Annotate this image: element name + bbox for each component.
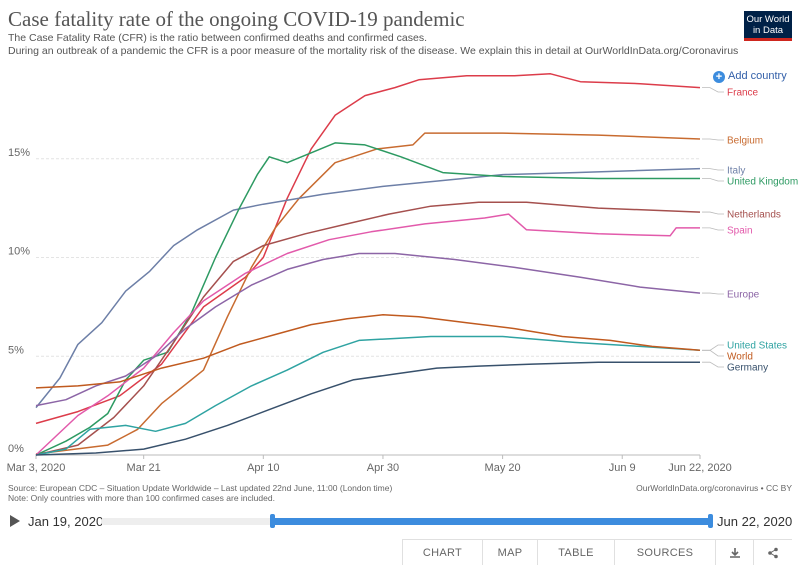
footer-notes: Source: European CDC – Situation Update … [8, 483, 392, 503]
subtitle-line-2: During an outbreak of a pandemic the CFR… [8, 45, 739, 57]
tab-chart[interactable]: CHART [402, 540, 482, 565]
tab-map[interactable]: MAP [482, 540, 537, 565]
timeline[interactable]: Jan 19, 2020 Jun 22, 2020 [0, 508, 800, 534]
tab-table[interactable]: TABLE [537, 540, 614, 565]
label-connector [702, 178, 724, 182]
series-line [35, 132, 701, 455]
x-tick-label: Mar 3, 2020 [7, 462, 66, 474]
logo-line-1: Our World [746, 14, 790, 25]
logo-red-bar [744, 38, 792, 41]
timeline-end-label: Jun 22, 2020 [717, 514, 793, 529]
x-tick-label: Apr 10 [247, 462, 279, 474]
owid-logo[interactable]: Our World in Data [744, 11, 792, 41]
series-line [35, 142, 700, 456]
series-label: Spain [727, 226, 753, 237]
series-line [35, 167, 701, 409]
timeline-end-handle[interactable] [708, 514, 713, 528]
label-connector [702, 292, 724, 295]
download-icon[interactable] [715, 540, 753, 565]
view-tabs: CHART MAP TABLE SOURCES [402, 539, 792, 565]
play-icon[interactable] [10, 515, 20, 527]
timeline-start-handle[interactable] [270, 514, 275, 528]
label-connector [702, 349, 724, 357]
timeline-start-label: Jan 19, 2020 [28, 514, 104, 529]
x-tick-label: Jun 9 [609, 462, 636, 474]
tab-sources[interactable]: SOURCES [614, 540, 715, 565]
y-tick-label: 15% [8, 147, 30, 159]
series-line [35, 361, 700, 456]
x-tick-label: Apr 30 [367, 462, 399, 474]
timeline-selected-range[interactable] [272, 518, 712, 525]
x-tick-label: May 20 [485, 462, 521, 474]
label-connector [702, 211, 724, 215]
series-line [35, 252, 701, 407]
label-connector [702, 87, 724, 93]
series-label: United Kingdom [727, 177, 798, 188]
y-tick-label: 5% [8, 344, 24, 356]
subtitle-line-1: The Case Fatality Rate (CFR) is the rati… [8, 32, 428, 44]
line-chart: 0% 5% 10% 15% Mar 3, 2020 Mar 21 Apr 10 Apr 30 M… [7, 73, 798, 474]
series-label: Germany [727, 363, 768, 374]
add-country-label: Add country [728, 70, 787, 82]
series-label: Italy [727, 166, 745, 177]
footer-license[interactable]: OurWorldInData.org/coronavirus • CC BY [636, 483, 792, 493]
x-tick-label: Jun 22, 2020 [668, 462, 732, 474]
series-label: World [727, 352, 753, 363]
series-label: Belgium [727, 136, 763, 147]
series-line [35, 201, 701, 456]
y-tick-label: 0% [8, 443, 24, 455]
chart-subtitle: The Case Fatality Rate (CFR) is the rati… [8, 32, 738, 58]
share-icon[interactable] [753, 540, 792, 565]
series-label: Netherlands [727, 210, 781, 221]
source-note: Source: European CDC – Situation Update … [8, 483, 393, 493]
series-line [35, 314, 701, 389]
label-connector [702, 227, 724, 231]
series-label: United States [727, 341, 787, 352]
label-connector [702, 344, 724, 351]
chart-title: Case fatality rate of the ongoing COVID-… [8, 7, 465, 31]
series-label: Europe [727, 290, 760, 301]
series-label: France [727, 88, 759, 99]
y-tick-label: 10% [8, 246, 30, 258]
series-line [35, 335, 701, 456]
inclusion-note: Note: Only countries with more than 100 … [8, 493, 275, 503]
series-line [35, 213, 700, 456]
label-connector [702, 138, 724, 141]
series-line [35, 73, 701, 425]
x-tick-label: Mar 21 [127, 462, 161, 474]
plus-icon: + [713, 71, 725, 83]
logo-line-2: in Data [752, 25, 784, 36]
add-country-button[interactable]: + Add country [713, 70, 787, 83]
label-connector [702, 361, 724, 368]
label-connector [702, 168, 724, 171]
